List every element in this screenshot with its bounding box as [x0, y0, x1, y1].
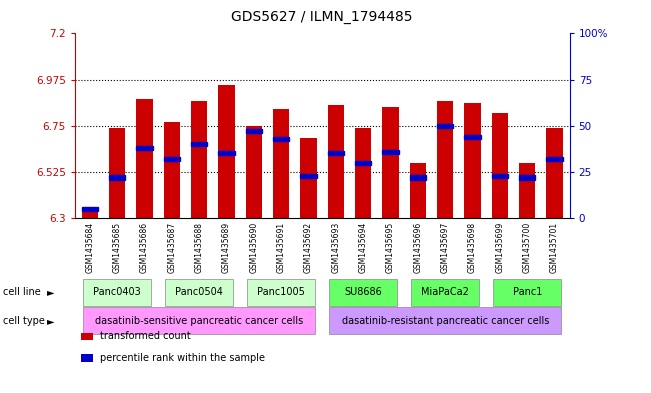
Bar: [409, 163, 426, 218]
Text: Panc0403: Panc0403: [93, 287, 141, 298]
Bar: [437, 101, 454, 218]
Bar: [382, 150, 399, 154]
Text: cell type: cell type: [3, 316, 45, 326]
Text: GSM1435688: GSM1435688: [195, 222, 204, 273]
Text: percentile rank within the sample: percentile rank within the sample: [100, 353, 264, 363]
Bar: [546, 157, 563, 161]
Bar: [327, 151, 344, 156]
Text: MiaPaCa2: MiaPaCa2: [421, 287, 469, 298]
Bar: [492, 174, 508, 178]
Text: GSM1435697: GSM1435697: [441, 222, 450, 273]
Bar: [492, 114, 508, 218]
Text: GSM1435699: GSM1435699: [495, 222, 505, 273]
Bar: [81, 208, 98, 218]
Text: GSM1435686: GSM1435686: [140, 222, 149, 273]
Text: SU8686: SU8686: [344, 287, 382, 298]
Text: ►: ►: [47, 316, 55, 326]
Bar: [163, 157, 180, 161]
Bar: [437, 124, 454, 128]
Bar: [245, 126, 262, 218]
Text: GSM1435691: GSM1435691: [277, 222, 286, 273]
Text: Panc1005: Panc1005: [257, 287, 305, 298]
Text: GSM1435687: GSM1435687: [167, 222, 176, 273]
Text: GSM1435693: GSM1435693: [331, 222, 340, 273]
Bar: [109, 175, 126, 180]
Bar: [300, 138, 317, 218]
Text: GSM1435698: GSM1435698: [468, 222, 477, 273]
Bar: [355, 128, 372, 218]
Text: dasatinib-resistant pancreatic cancer cells: dasatinib-resistant pancreatic cancer ce…: [342, 316, 549, 326]
Bar: [218, 151, 235, 156]
Bar: [519, 175, 536, 180]
Bar: [409, 175, 426, 180]
Text: GSM1435685: GSM1435685: [113, 222, 122, 273]
Text: dasatinib-sensitive pancreatic cancer cells: dasatinib-sensitive pancreatic cancer ce…: [95, 316, 303, 326]
Text: GSM1435690: GSM1435690: [249, 222, 258, 273]
Text: cell line: cell line: [3, 287, 41, 298]
Bar: [464, 103, 481, 218]
Bar: [355, 161, 372, 165]
Bar: [191, 101, 208, 218]
Text: GSM1435700: GSM1435700: [523, 222, 532, 273]
Bar: [81, 207, 98, 211]
Text: GSM1435694: GSM1435694: [359, 222, 368, 273]
Bar: [136, 99, 153, 218]
Text: GSM1435701: GSM1435701: [550, 222, 559, 273]
Bar: [191, 142, 208, 146]
Bar: [464, 135, 481, 139]
Bar: [109, 128, 126, 218]
Text: GSM1435692: GSM1435692: [304, 222, 313, 273]
Text: Panc0504: Panc0504: [175, 287, 223, 298]
Text: GSM1435695: GSM1435695: [386, 222, 395, 273]
Bar: [382, 107, 399, 218]
Text: GSM1435684: GSM1435684: [85, 222, 94, 273]
Text: transformed count: transformed count: [100, 331, 190, 342]
Bar: [273, 109, 290, 218]
Text: GDS5627 / ILMN_1794485: GDS5627 / ILMN_1794485: [232, 10, 413, 24]
Bar: [218, 85, 235, 218]
Text: GSM1435689: GSM1435689: [222, 222, 231, 273]
Text: ►: ►: [47, 287, 55, 298]
Bar: [163, 122, 180, 218]
Text: Panc1: Panc1: [512, 287, 542, 298]
Bar: [546, 128, 563, 218]
Bar: [519, 163, 536, 218]
Text: GSM1435696: GSM1435696: [413, 222, 422, 273]
Bar: [300, 174, 317, 178]
Bar: [273, 137, 290, 141]
Bar: [327, 105, 344, 218]
Bar: [245, 129, 262, 133]
Bar: [136, 146, 153, 150]
